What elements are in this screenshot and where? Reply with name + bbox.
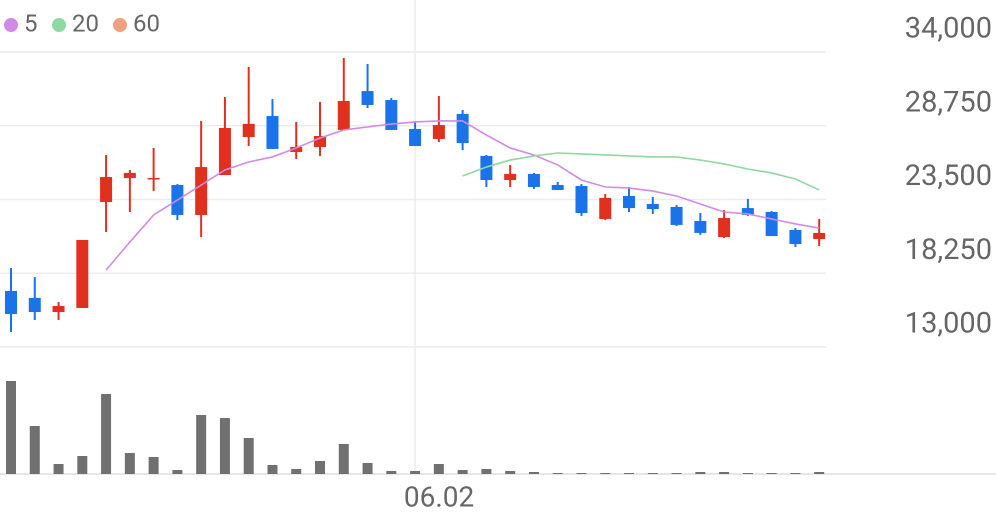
volume-bar [719,472,730,474]
volume-bar [790,473,801,474]
candle-body [195,167,208,215]
legend-label: 20 [72,9,99,37]
legend-marker [4,18,18,32]
legend-marker [113,18,127,32]
candle-body [527,173,540,187]
candle-body [741,208,754,215]
volume-bar [124,453,135,474]
candle-body [290,146,303,153]
volume-bar [6,381,16,474]
candle-body [28,297,41,313]
volume-bar [647,473,658,474]
candle-body [52,305,65,313]
y-tick-label: 18,250 [905,233,992,267]
volume-bar [600,473,611,474]
candle-body [337,101,350,130]
candle-body [147,178,160,180]
volume-bar [338,444,349,474]
volume-bar [433,464,444,474]
volume-bar [315,461,326,474]
legend-marker [52,18,66,32]
candle-body [76,239,89,308]
volume-bar [101,394,112,474]
volume-bar [457,470,468,474]
candle-body [718,218,731,238]
volume-bar [552,473,563,474]
candle-body [599,197,612,220]
candle-body [789,229,802,245]
candle-body [5,290,17,314]
legend-label: 60 [133,9,160,37]
candle-body [765,212,778,237]
ma-line [105,120,820,271]
candle-body [504,173,517,180]
y-tick-label: 13,000 [905,307,992,341]
ma-line [462,152,820,191]
candle-body [813,232,826,239]
volume-bar [77,456,88,474]
volume-bar [267,465,278,474]
volume-bar [742,473,753,474]
volume-bar [576,473,587,474]
candle-body [361,91,374,105]
candle-body [266,116,279,149]
volume-bar [386,471,397,474]
volume-bar [243,438,254,474]
candle-body [409,128,422,146]
candle-body [432,125,445,139]
candle-body [623,195,636,209]
candle-body [646,203,659,210]
volume-bar [671,473,682,474]
candle-body [575,186,588,213]
candle-body [480,155,493,180]
candle-body [314,136,327,147]
volume-bar [53,464,64,474]
volume-bar [219,418,230,474]
volume-bar [528,472,539,474]
candle-body [670,206,683,225]
x-tick-label: 06.02 [404,480,474,513]
volume-bar [196,415,207,474]
volume-bar [172,470,183,474]
volume-bar [291,469,302,474]
volume-bar [148,457,159,474]
volume-bar [766,473,777,474]
volume-bar [481,469,492,474]
volume-bar [695,472,706,474]
candle-body [100,177,113,203]
candle-body [123,172,136,179]
volume-bar [505,471,516,474]
volume-bar [624,473,635,474]
candle-body [242,123,255,137]
volume-bar [814,472,825,474]
volume-bar [29,426,40,474]
y-tick-label: 28,750 [905,85,992,119]
legend-label: 5 [24,9,38,37]
volume-bar [362,463,373,474]
candle-body [456,113,469,144]
volume-bar [410,471,421,474]
candle-body [551,185,564,190]
candle-body [385,100,398,130]
y-tick-label: 34,000 [905,12,992,46]
y-tick-label: 23,500 [905,159,992,193]
candle-body [218,127,231,176]
candle-body [694,220,707,233]
